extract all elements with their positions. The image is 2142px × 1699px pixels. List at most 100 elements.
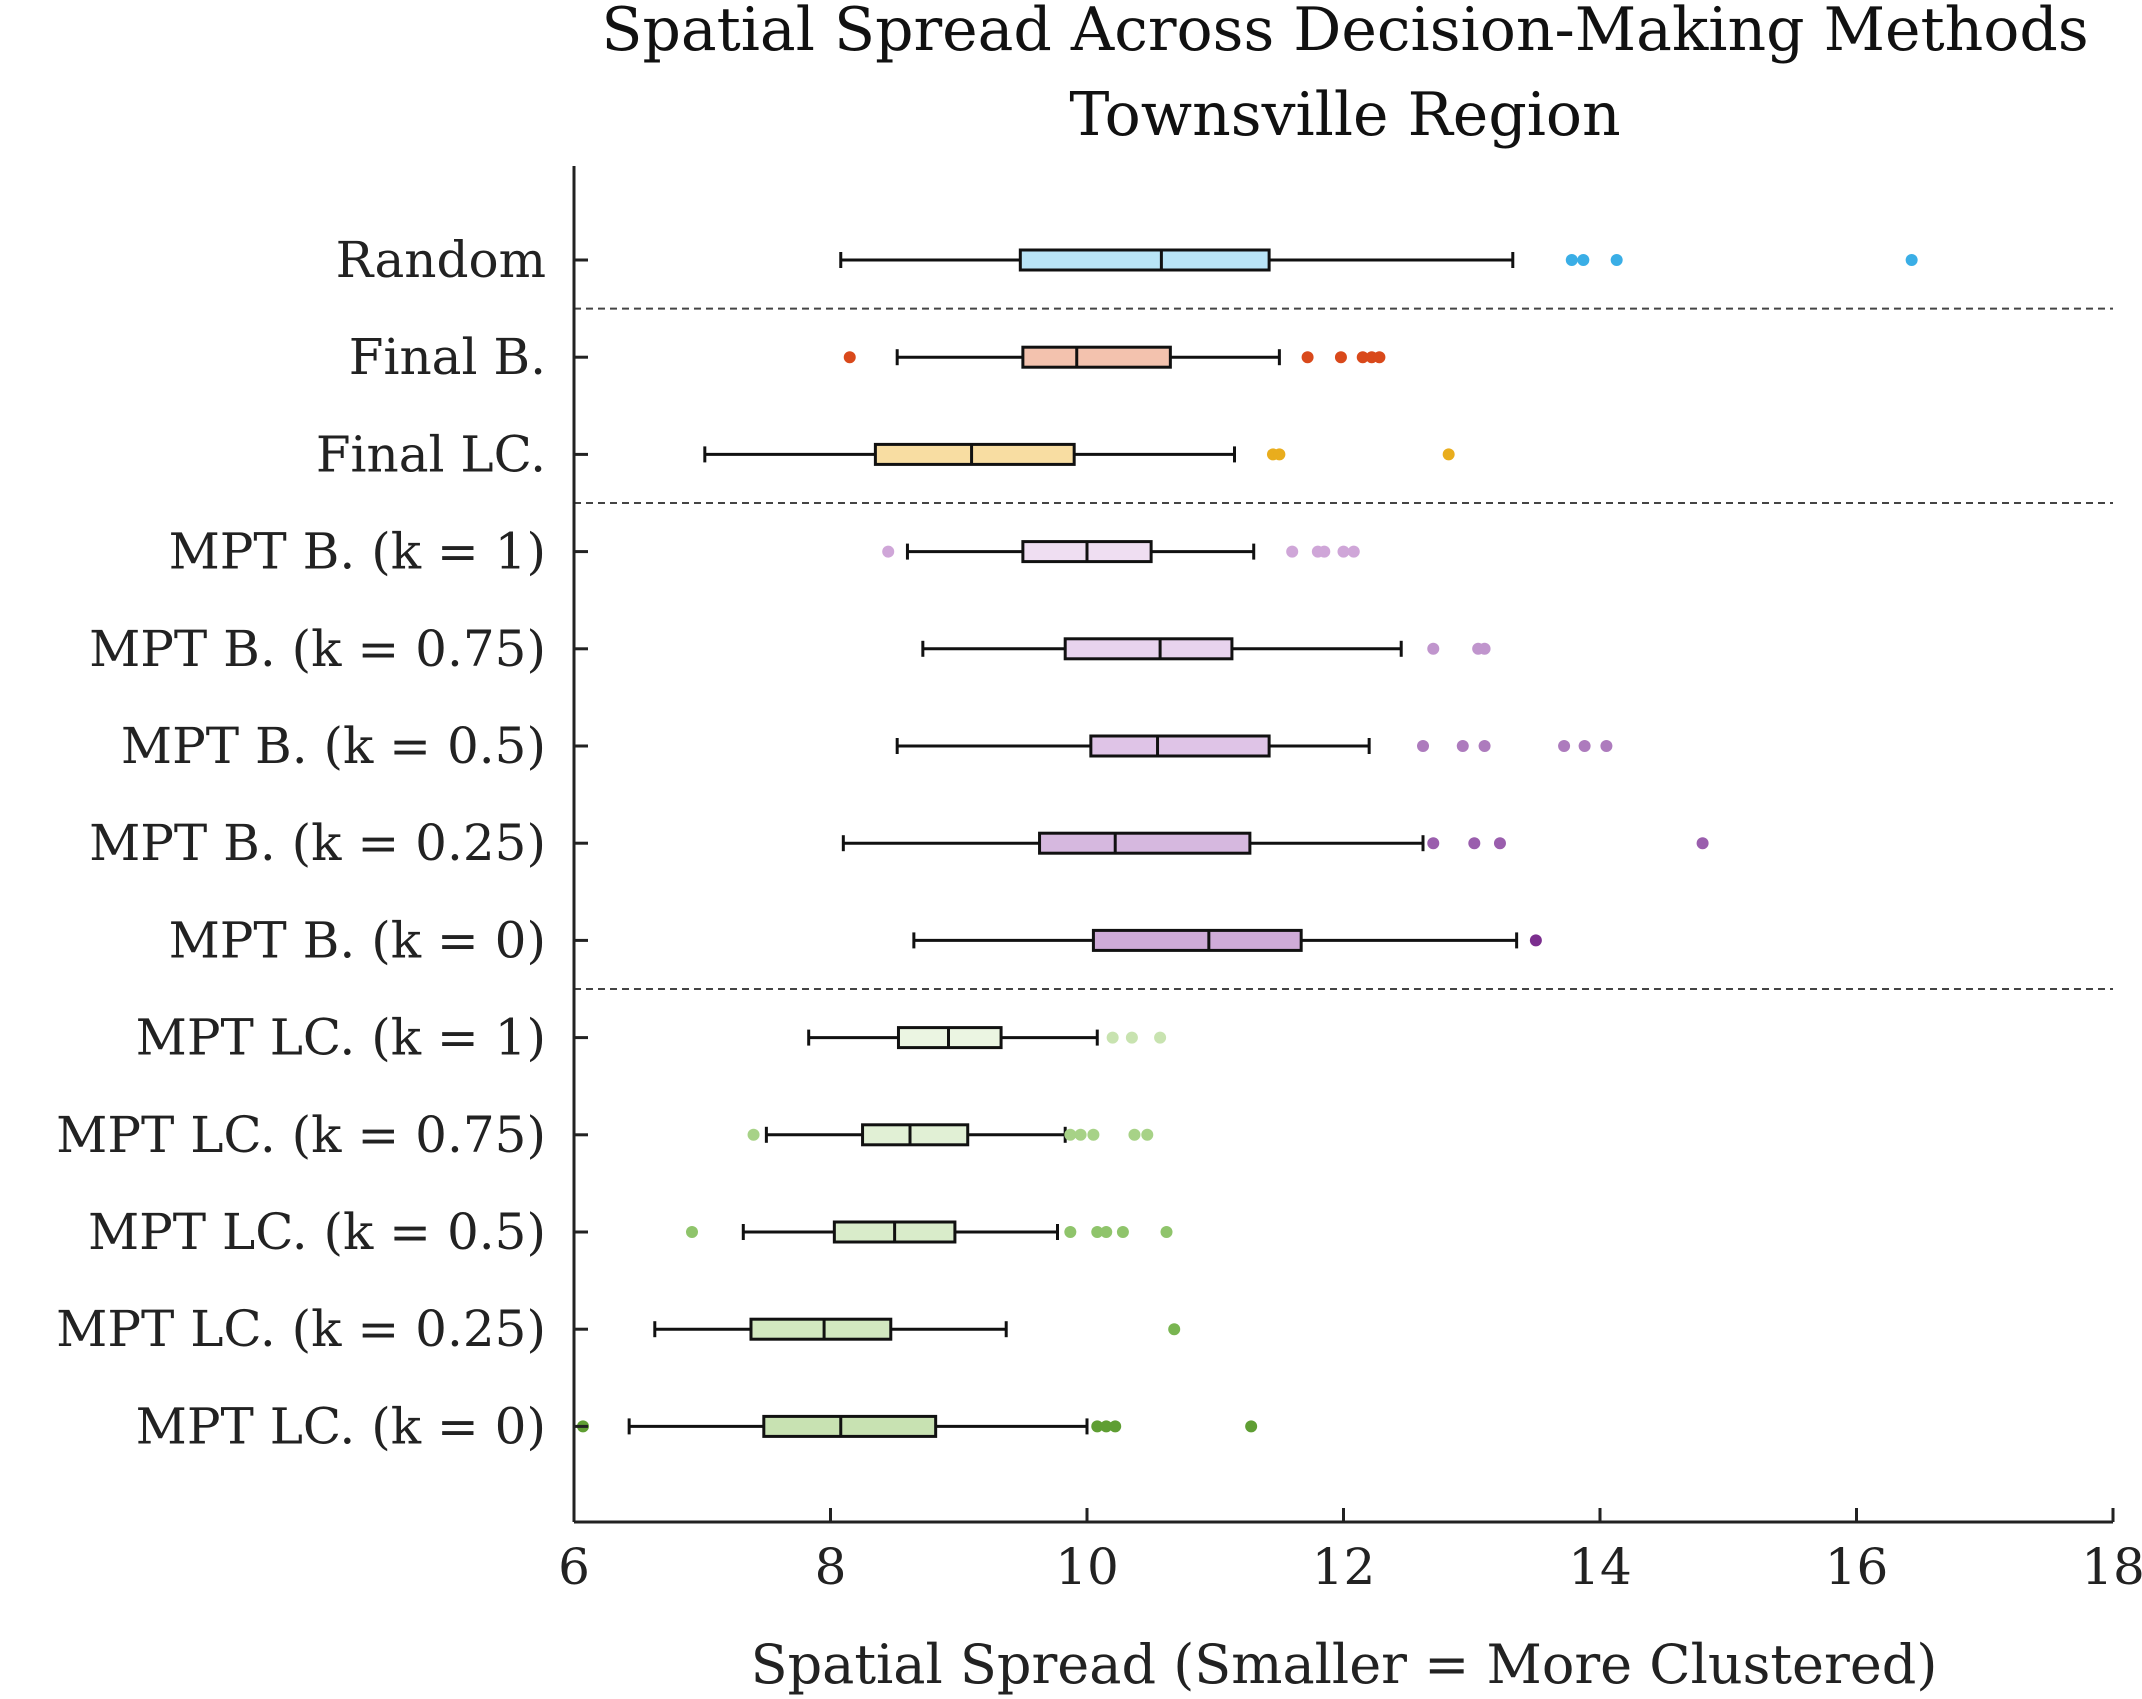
outlier-point (1168, 1323, 1181, 1336)
outlier-point (1125, 1031, 1138, 1044)
outlier-point (1442, 448, 1455, 461)
x-axis-title: Spatial Spread (Smaller = More Clustered… (751, 1633, 1938, 1696)
outlier-point (1478, 642, 1491, 655)
category-label: MPT B. (k = 0.5) (121, 717, 546, 775)
x-tick-label: 14 (1568, 1538, 1632, 1596)
category-label: MPT B. (k = 0.75) (89, 620, 546, 678)
outlier-point (1128, 1128, 1141, 1141)
outlier-point (1417, 740, 1430, 752)
outlier-point (1427, 642, 1440, 655)
chart-subtitle: Townsville Region (1069, 80, 1620, 150)
outlier-point (1064, 1128, 1077, 1141)
iqr-box (1021, 345, 1172, 369)
outlier-point (1478, 740, 1491, 752)
box-group (576, 1414, 1258, 1438)
category-label: MPT LC. (k = 0.75) (56, 1106, 546, 1164)
outlier-point (1116, 1226, 1129, 1238)
outlier-point (1529, 934, 1542, 947)
outlier-point (1334, 351, 1347, 364)
outlier-point (685, 1226, 698, 1238)
outlier-point (1558, 740, 1571, 752)
chart-title: Spatial Spread Across Decision-Making Me… (601, 0, 2088, 65)
outlier-point (843, 351, 856, 364)
iqr-box (873, 442, 1076, 466)
box-group (882, 540, 1360, 564)
category-label: Random (336, 231, 546, 289)
x-tick-labels: 6 8 10 12 14 16 18 (558, 1508, 2142, 1596)
box-group (895, 734, 1613, 758)
box-group (843, 345, 1386, 369)
iqr-box (1018, 248, 1271, 272)
iqr-box (762, 1414, 938, 1438)
outlier-point (1064, 1226, 1077, 1238)
box-series (576, 248, 1918, 1438)
iqr-box (749, 1317, 893, 1341)
outlier-point (1087, 1128, 1100, 1141)
outlier-point (1696, 837, 1709, 850)
outlier-point (1109, 1420, 1122, 1433)
outlier-point (1100, 1420, 1113, 1433)
outlier-point (1578, 740, 1591, 752)
category-label: MPT LC. (k = 0.5) (88, 1203, 546, 1261)
category-label: Final LC. (316, 425, 546, 483)
outlier-point (1301, 351, 1314, 364)
outlier-point (1427, 837, 1440, 850)
x-tick-label: 6 (558, 1538, 590, 1596)
outlier-point (747, 1128, 760, 1141)
box-group (685, 1220, 1173, 1244)
box-group (747, 1123, 1154, 1147)
category-label: MPT B. (k = 0.25) (89, 814, 546, 872)
x-tick-label: 8 (815, 1538, 847, 1596)
box-group (912, 928, 1542, 952)
outlier-point (1154, 1031, 1167, 1044)
outlier-point (1468, 837, 1481, 850)
box-group (841, 831, 1709, 855)
outlier-point (1160, 1226, 1173, 1238)
box-group (839, 248, 1918, 272)
box-group (653, 1317, 1181, 1341)
outlier-point (1074, 1128, 1087, 1141)
outlier-point (1565, 254, 1578, 266)
outlier-point (1318, 545, 1331, 558)
y-tick-labels: Random Final B. Final LC. MPT B. (k = 1) MPT… (56, 231, 588, 1455)
outlier-point (1337, 545, 1350, 558)
x-tick-label: 10 (1055, 1538, 1119, 1596)
category-label: MPT B. (k = 1) (169, 523, 546, 581)
outlier-point (1356, 351, 1369, 364)
x-tick-label: 16 (1825, 1538, 1889, 1596)
outlier-point (1905, 254, 1918, 266)
category-label: MPT LC. (k = 0.25) (56, 1300, 546, 1358)
outlier-point (1610, 254, 1623, 266)
outlier-point (1493, 837, 1506, 850)
outlier-point (1273, 448, 1286, 461)
outlier-point (1106, 1031, 1119, 1044)
outlier-point (882, 545, 895, 558)
outlier-point (1600, 740, 1613, 752)
outlier-point (1456, 740, 1469, 752)
x-tick-label: 18 (2081, 1538, 2142, 1596)
iqr-box (1091, 928, 1303, 952)
category-label: Final B. (349, 328, 546, 386)
outlier-point (1373, 351, 1386, 364)
iqr-box (1089, 734, 1271, 758)
outlier-point (1141, 1128, 1154, 1141)
outlier-point (1245, 1420, 1258, 1433)
outlier-point (1577, 254, 1590, 266)
outlier-point (1286, 545, 1299, 558)
outlier-point (1091, 1420, 1104, 1433)
box-group (921, 637, 1491, 661)
iqr-box (1038, 831, 1252, 855)
category-label: MPT B. (k = 0) (169, 911, 546, 969)
category-label: MPT LC. (k = 0) (136, 1397, 546, 1455)
iqr-box (1063, 637, 1234, 661)
outlier-point (1091, 1226, 1104, 1238)
group-separators (574, 307, 2113, 990)
x-tick-label: 12 (1312, 1538, 1376, 1596)
outlier-point (1100, 1226, 1113, 1238)
box-group (807, 1026, 1167, 1050)
iqr-box (861, 1123, 970, 1147)
category-label: MPT LC. (k = 1) (136, 1009, 546, 1067)
outlier-point (1347, 545, 1360, 558)
box-group (703, 442, 1455, 466)
